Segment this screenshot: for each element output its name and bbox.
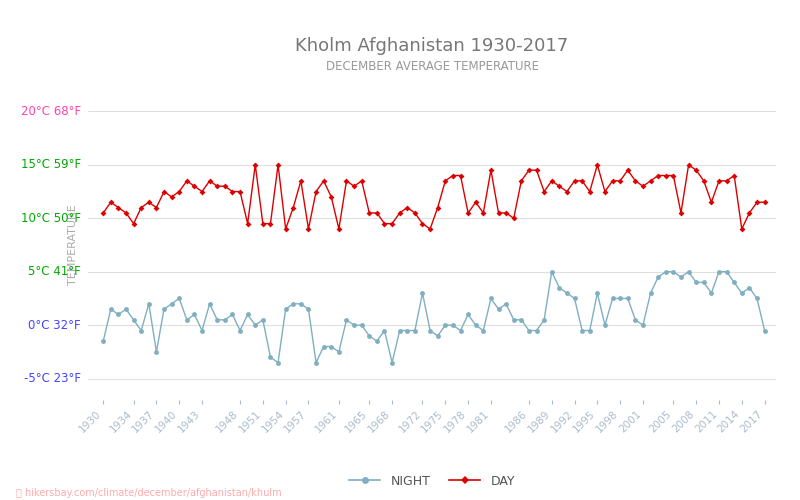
Text: 5°C 41°F: 5°C 41°F — [28, 265, 81, 278]
Title: Kholm Afghanistan 1930-2017: Kholm Afghanistan 1930-2017 — [295, 37, 569, 55]
Text: 📍 hikersbay.com/climate/december/afghanistan/khulm: 📍 hikersbay.com/climate/december/afghani… — [16, 488, 282, 498]
Y-axis label: TEMPERATURE: TEMPERATURE — [67, 204, 78, 286]
Text: 10°C 50°F: 10°C 50°F — [21, 212, 81, 225]
Text: 20°C 68°F: 20°C 68°F — [21, 105, 81, 118]
Text: DECEMBER AVERAGE TEMPERATURE: DECEMBER AVERAGE TEMPERATURE — [326, 60, 538, 73]
Text: 0°C 32°F: 0°C 32°F — [29, 318, 81, 332]
Text: 15°C 59°F: 15°C 59°F — [21, 158, 81, 172]
Text: -5°C 23°F: -5°C 23°F — [24, 372, 81, 385]
Legend: NIGHT, DAY: NIGHT, DAY — [344, 470, 520, 493]
